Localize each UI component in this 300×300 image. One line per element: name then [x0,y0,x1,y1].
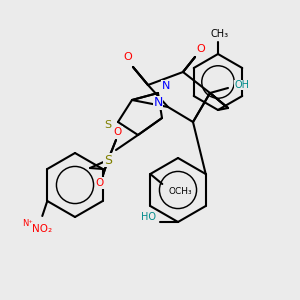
Text: S: S [104,154,112,166]
Text: NO₂: NO₂ [32,224,52,234]
Text: O: O [96,178,104,188]
Text: N⁺: N⁺ [22,218,33,227]
Text: CH₃: CH₃ [211,29,229,39]
Text: N: N [153,97,163,110]
Text: O: O [196,44,206,54]
Text: N: N [162,81,170,91]
Text: O: O [124,52,132,62]
Text: OCH₃: OCH₃ [169,188,192,196]
Text: HO: HO [140,212,155,222]
Text: O: O [114,127,122,137]
Text: OH: OH [235,80,250,90]
Text: S: S [104,120,112,130]
